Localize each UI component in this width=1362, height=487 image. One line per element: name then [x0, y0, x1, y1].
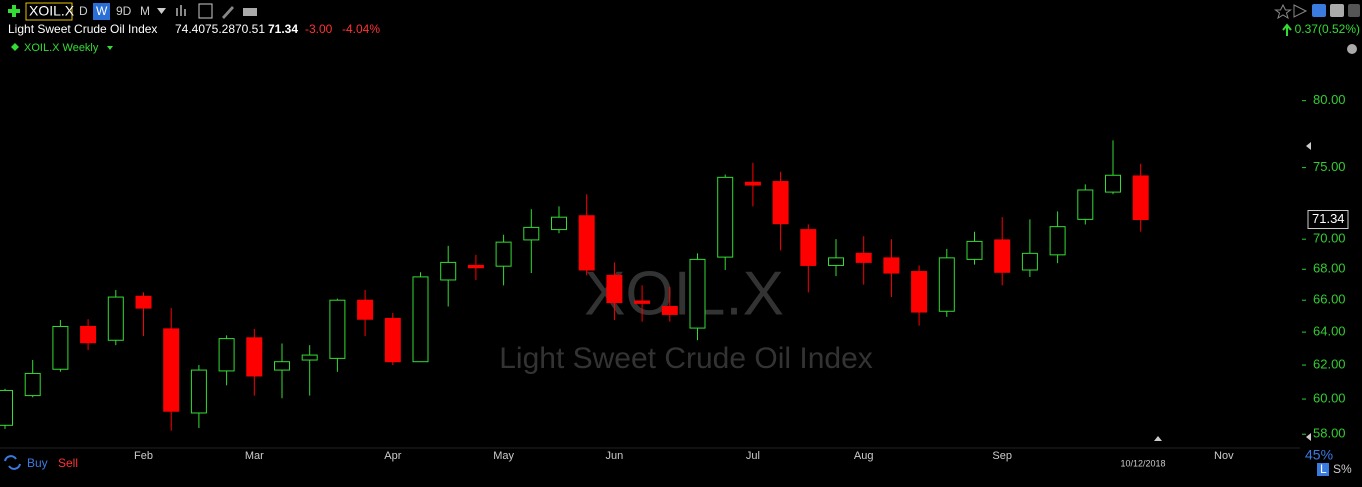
period[interactable]: W [96, 4, 108, 18]
y-tick-label: 66.00 [1313, 292, 1346, 307]
candle-body [412, 276, 429, 363]
y-tick-label: 64.00 [1313, 324, 1346, 339]
x-tick-label: Sep [992, 450, 1012, 462]
after-change: 0.37(0.52%) [1295, 22, 1360, 36]
watermark-name: Light Sweet Crude Oil Index [499, 342, 873, 375]
top-right-icons[interactable] [1274, 3, 1361, 20]
candle-body [772, 181, 789, 225]
add-icon[interactable] [8, 5, 20, 17]
legend-icon [11, 43, 19, 51]
high: 75.28 [205, 22, 235, 36]
candle-body [1049, 226, 1066, 256]
candle-body [744, 181, 761, 186]
candle-body [190, 369, 207, 414]
refresh-icon[interactable] [4, 455, 21, 470]
scale-mode-active [1317, 463, 1329, 476]
candle-body [523, 226, 540, 241]
last-price: 71.34 [1312, 211, 1345, 226]
x-tick-label: Aug [854, 450, 874, 462]
scale-mode[interactable]: S% [1333, 462, 1352, 476]
x-tick-label: Feb [134, 450, 153, 462]
period-active [93, 3, 110, 20]
candle-body [828, 257, 844, 266]
markers [1154, 142, 1311, 441]
candle-body [80, 325, 97, 344]
dropdown[interactable] [157, 8, 166, 14]
symbol[interactable]: XOIL.X [29, 3, 75, 19]
legend[interactable]: XOIL.X Weekly [24, 42, 99, 54]
candle-body [246, 337, 263, 377]
last-price-box [1307, 210, 1349, 230]
change-pct: -4.04% [342, 22, 380, 36]
candle-body [52, 325, 69, 370]
candle-body [938, 257, 955, 312]
candle-body [855, 252, 872, 263]
y-tick-label: 68.00 [1313, 261, 1346, 276]
y-tick-label: 58.00 [1313, 426, 1346, 441]
low: 70.51 [235, 22, 265, 36]
candle-body [274, 361, 290, 371]
candle-body [1132, 175, 1149, 221]
candle-body [440, 261, 457, 281]
y-tick-label: 62.00 [1313, 356, 1346, 371]
date-label: 10/12/2018 [1120, 458, 1165, 468]
candle-body [1105, 174, 1121, 193]
candle-body [578, 215, 595, 271]
candle-body [0, 389, 13, 426]
candle-body [800, 229, 817, 266]
candle-body [717, 176, 734, 258]
period[interactable]: D [79, 4, 88, 18]
x-tick-label: Jul [746, 450, 760, 462]
candle-body [994, 239, 1011, 273]
y-tick-label: 60.00 [1313, 390, 1346, 405]
index-name: Light Sweet Crude Oil Index [8, 22, 157, 36]
sell-button[interactable]: Sell [58, 456, 78, 470]
change: -3.00 [305, 22, 333, 36]
candle-body [467, 264, 484, 269]
x-tick-label: Jun [606, 450, 624, 462]
y-tick-label: 75.00 [1313, 159, 1346, 174]
candle-body [357, 299, 374, 320]
candle-body [883, 257, 900, 274]
legend-dropdown[interactable] [107, 46, 113, 50]
candle-body [24, 372, 41, 397]
candle-body [1021, 252, 1038, 271]
open: 74.40 [175, 22, 205, 36]
y-tick-label: 80.00 [1313, 92, 1346, 107]
candle-body [661, 306, 678, 315]
y-tick-label: 70.00 [1313, 231, 1346, 246]
candle-body [634, 300, 651, 304]
candle-body [384, 317, 401, 363]
candle-body [551, 216, 567, 231]
candle-body [1077, 189, 1094, 220]
period[interactable]: M [140, 4, 150, 18]
x-tick-label: Nov [1214, 450, 1234, 462]
candle-body [218, 338, 235, 372]
candle-body [689, 258, 706, 329]
symbol-box[interactable] [25, 2, 73, 21]
candle-body [495, 241, 512, 267]
scale-mode[interactable]: L [1320, 462, 1327, 476]
period[interactable]: 9D [116, 4, 132, 18]
buy-button[interactable]: Buy [27, 456, 48, 470]
x-tick-label: Apr [384, 450, 401, 462]
palette-icon[interactable] [1347, 44, 1357, 54]
up-arrow [1282, 23, 1292, 36]
x-tick-label: May [493, 450, 514, 462]
candle-body [107, 296, 124, 341]
close: 71.34 [268, 22, 298, 36]
candle-body [135, 295, 152, 309]
candle-body [329, 299, 346, 359]
candle-body [966, 240, 983, 260]
candle-body [163, 328, 180, 412]
candle-body [606, 274, 623, 304]
x-tick-label: Mar [245, 450, 264, 462]
candle-body [301, 354, 318, 361]
zoom[interactable]: 45% [1305, 447, 1333, 463]
candle-body [911, 271, 928, 313]
toolbar-icons[interactable] [176, 3, 257, 19]
